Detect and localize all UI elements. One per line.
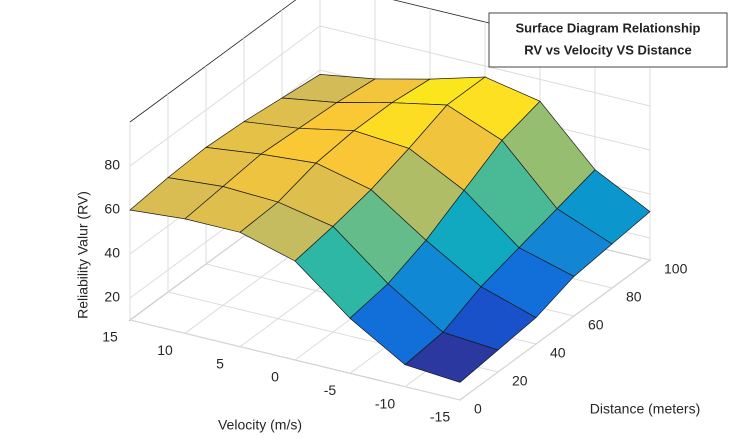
chart-subtitle: RV vs Velocity VS Distance (524, 42, 691, 57)
x-tick-label: 5 (216, 355, 224, 371)
grid-line (129, 25, 321, 167)
y-tick-label: 80 (626, 289, 642, 305)
z-tick-label: 40 (104, 245, 120, 261)
x-tick-label: 0 (271, 369, 279, 385)
x-tick-label: 15 (102, 329, 118, 345)
x-tick-label: -15 (430, 409, 450, 425)
z-tick-label: 80 (104, 157, 120, 173)
x-tick-label: -5 (324, 382, 337, 398)
surface-patch (404, 331, 499, 383)
z-tick-label: 60 (104, 201, 120, 217)
grid-line (129, 319, 461, 401)
grid-line (319, 25, 651, 107)
x-tick-label: -10 (375, 395, 395, 411)
y-tick-label: 20 (512, 373, 528, 389)
grid-line (459, 259, 651, 401)
z-tick-label: 20 (104, 289, 120, 305)
y-axis-label: Distance (meters) (590, 401, 700, 417)
surface (129, 74, 651, 383)
y-tick-label: 40 (550, 345, 566, 361)
z-axis-label: Reliability Valur (RV) (75, 191, 91, 319)
y-tick-label: 100 (664, 261, 688, 277)
x-tick-label: 10 (157, 342, 173, 358)
x-axis-label: Velocity (m/s) (218, 417, 302, 433)
chart-title: Surface Diagram Relationship (516, 20, 701, 35)
y-tick-label: 0 (474, 401, 482, 417)
y-tick-label: 60 (588, 317, 604, 333)
title-box (488, 12, 728, 68)
